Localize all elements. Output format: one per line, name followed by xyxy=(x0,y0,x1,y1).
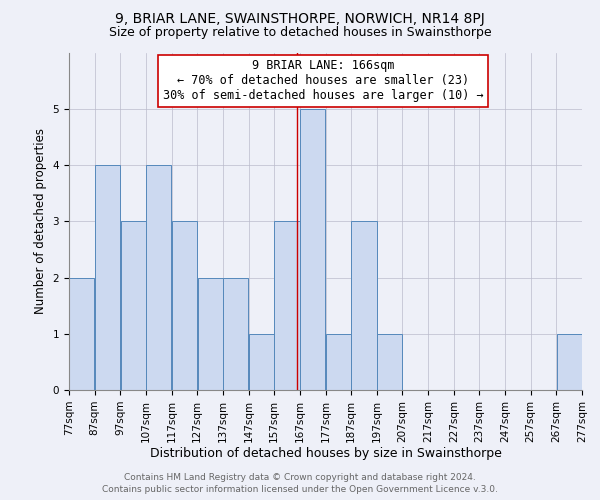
Text: Contains HM Land Registry data © Crown copyright and database right 2024.
Contai: Contains HM Land Registry data © Crown c… xyxy=(102,472,498,494)
X-axis label: Distribution of detached houses by size in Swainsthorpe: Distribution of detached houses by size … xyxy=(149,448,502,460)
Bar xyxy=(69,278,94,390)
Bar xyxy=(121,221,146,390)
Text: Size of property relative to detached houses in Swainsthorpe: Size of property relative to detached ho… xyxy=(109,26,491,39)
Bar xyxy=(223,278,248,390)
Bar xyxy=(300,109,325,390)
Bar xyxy=(249,334,274,390)
Bar xyxy=(95,165,120,390)
Bar xyxy=(172,221,197,390)
Y-axis label: Number of detached properties: Number of detached properties xyxy=(34,128,47,314)
Bar xyxy=(146,165,172,390)
Bar xyxy=(557,334,582,390)
Text: 9 BRIAR LANE: 166sqm
← 70% of detached houses are smaller (23)
30% of semi-detac: 9 BRIAR LANE: 166sqm ← 70% of detached h… xyxy=(163,59,483,102)
Bar xyxy=(352,221,377,390)
Bar xyxy=(197,278,223,390)
Text: 9, BRIAR LANE, SWAINSTHORPE, NORWICH, NR14 8PJ: 9, BRIAR LANE, SWAINSTHORPE, NORWICH, NR… xyxy=(115,12,485,26)
Bar xyxy=(377,334,402,390)
Bar xyxy=(274,221,299,390)
Bar xyxy=(326,334,351,390)
